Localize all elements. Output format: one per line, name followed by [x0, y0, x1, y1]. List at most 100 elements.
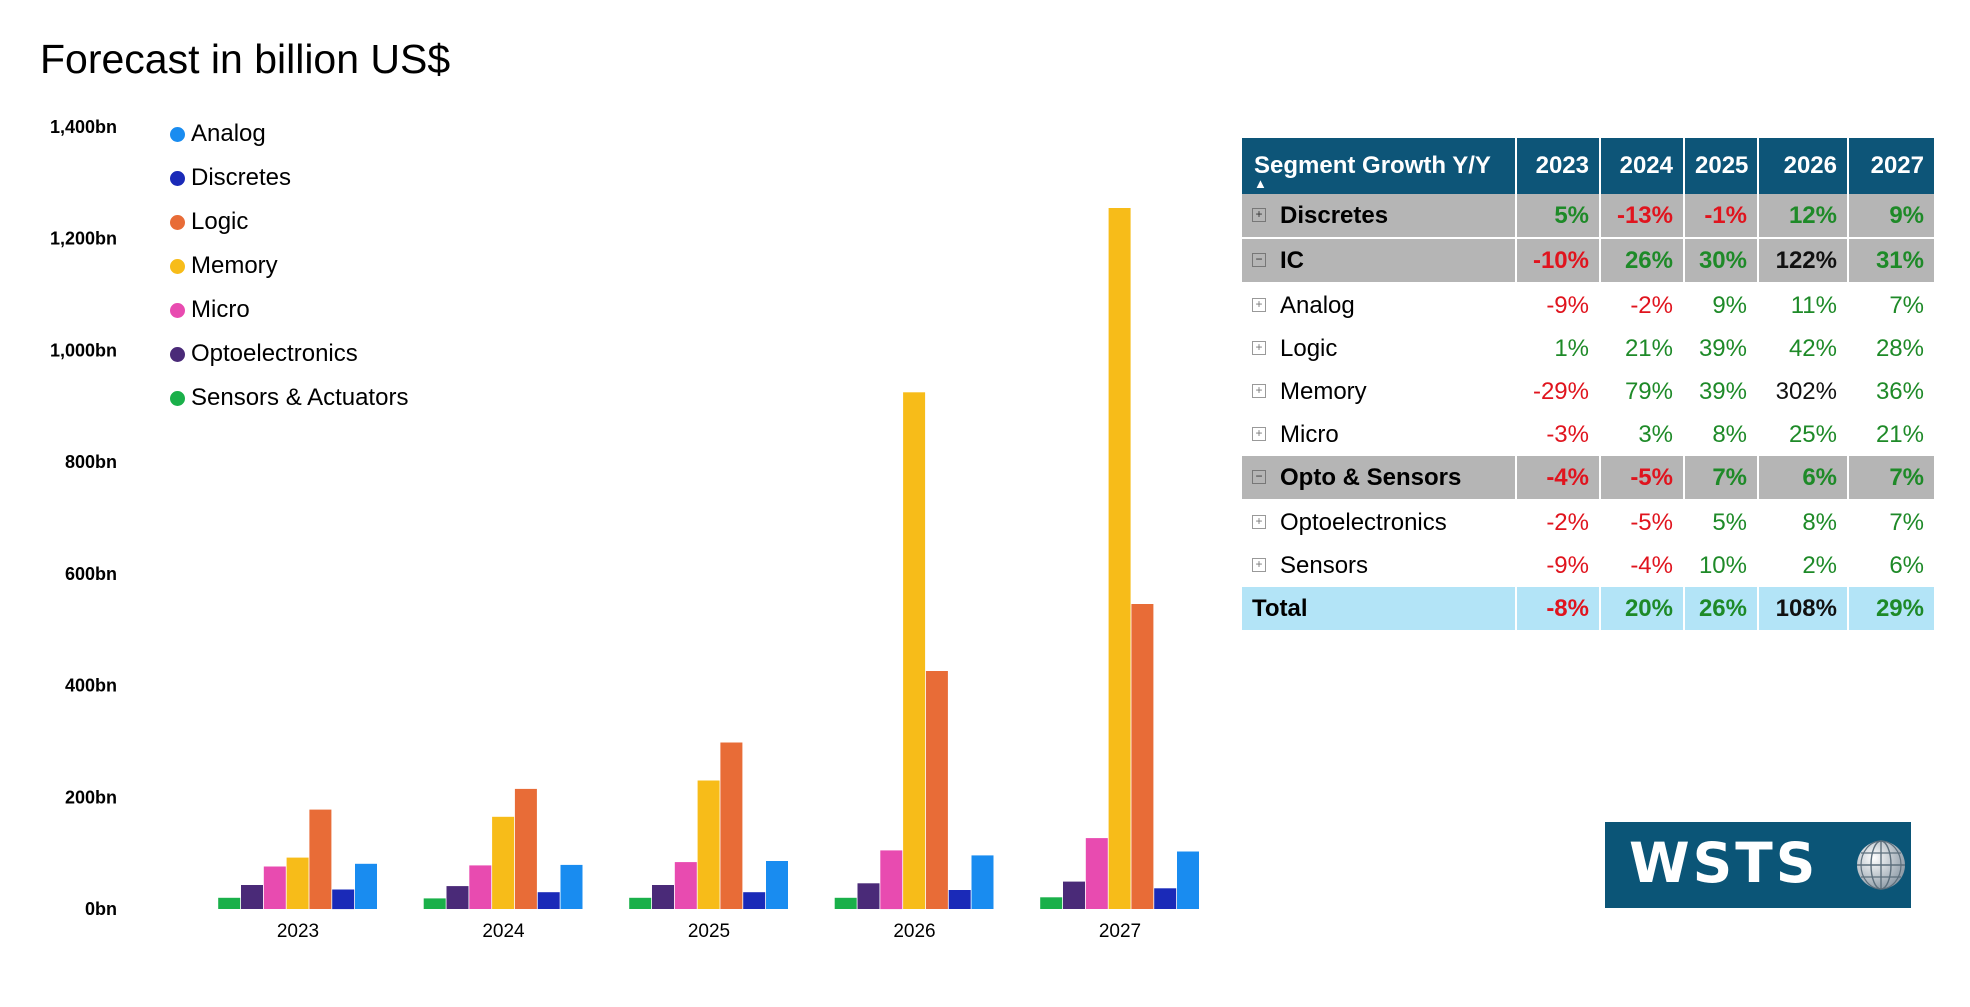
globe-icon	[1857, 840, 1905, 890]
growth-cell: 11%	[1758, 283, 1849, 327]
growth-cell: 6%	[1758, 456, 1849, 501]
year-column-header[interactable]: 2027	[1848, 138, 1934, 194]
growth-cell: 21%	[1848, 413, 1934, 456]
group-row[interactable]: − Opto & Sensors -4% -5% 7% 6% 7%	[1242, 456, 1934, 501]
bar[interactable]	[971, 855, 994, 909]
legend-item[interactable]: Sensors & Actuators	[170, 376, 408, 420]
chart-title: Forecast in billion US$	[40, 36, 451, 82]
growth-cell: 7%	[1848, 456, 1934, 501]
sort-up-icon[interactable]: ▲	[1254, 176, 1267, 191]
table-row[interactable]: + Logic 1% 21% 39% 42% 28%	[1242, 327, 1934, 370]
x-tick-label: 2027	[1099, 921, 1141, 942]
x-tick-label: 2024	[482, 921, 525, 942]
x-tick-label: 2023	[277, 921, 319, 942]
growth-cell: 302%	[1758, 370, 1849, 413]
bar[interactable]	[492, 816, 515, 909]
table-row[interactable]: + Sensors -9% -4% 10% 2% 6%	[1242, 544, 1934, 587]
growth-cell: 36%	[1848, 370, 1934, 413]
table-row[interactable]: + Micro -3% 3% 8% 25% 21%	[1242, 413, 1934, 456]
legend-item[interactable]: Analog	[170, 112, 408, 156]
segment-cell: + Optoelectronics	[1242, 500, 1517, 544]
legend-label: Optoelectronics	[191, 340, 358, 367]
legend-item[interactable]: Optoelectronics	[170, 332, 408, 376]
bar[interactable]	[560, 864, 583, 909]
bar[interactable]	[720, 742, 743, 910]
expand-icon[interactable]: +	[1252, 340, 1266, 355]
logo-wordmark: WSTS	[1629, 831, 1819, 895]
chart-legend: Analog Discretes Logic Memory Micro Optoelect…	[170, 112, 408, 420]
legend-item[interactable]: Logic	[170, 200, 408, 244]
bar[interactable]	[1177, 851, 1199, 910]
bar[interactable]	[263, 866, 286, 910]
expand-icon[interactable]: +	[1252, 207, 1266, 222]
bar[interactable]	[446, 886, 469, 909]
bar[interactable]	[1085, 838, 1108, 909]
bar[interactable]	[857, 883, 880, 909]
growth-cell: -9%	[1516, 283, 1601, 327]
segment-label: IC	[1280, 246, 1304, 274]
table-row[interactable]: + Optoelectronics -2% -5% 5% 8% 7%	[1242, 500, 1934, 544]
bar[interactable]	[948, 890, 971, 909]
bar[interactable]	[286, 857, 309, 909]
year-column-header[interactable]: 2026	[1758, 138, 1849, 194]
bar-chart: 0bn 200bn 400bn 600bn 800bn 1,000bn 1,200bn 1,4…	[50, 117, 1199, 942]
bar[interactable]	[1154, 888, 1177, 909]
expand-icon[interactable]: +	[1252, 297, 1266, 312]
bar[interactable]	[537, 892, 560, 909]
table-row[interactable]: + Memory -29% 79% 39% 302% 36%	[1242, 370, 1934, 413]
bar[interactable]	[834, 897, 857, 909]
year-column-header[interactable]: 2024	[1600, 138, 1685, 194]
collapse-icon[interactable]: −	[1252, 469, 1266, 484]
expand-icon[interactable]: +	[1252, 557, 1266, 572]
legend-item[interactable]: Memory	[170, 244, 408, 288]
bar[interactable]	[423, 898, 446, 909]
bar[interactable]	[1131, 604, 1154, 909]
bar[interactable]	[1063, 881, 1085, 909]
bar[interactable]	[903, 392, 926, 909]
legend-item[interactable]: Micro	[170, 288, 408, 332]
growth-cell: 5%	[1684, 500, 1759, 544]
bar[interactable]	[241, 885, 263, 909]
bar[interactable]	[629, 897, 652, 909]
bar[interactable]	[674, 862, 697, 909]
bar[interactable]	[925, 671, 948, 909]
bar[interactable]	[766, 861, 788, 909]
growth-cell: -10%	[1516, 238, 1601, 284]
expand-icon[interactable]: +	[1252, 383, 1266, 398]
year-column-header[interactable]: 2025	[1684, 138, 1759, 194]
growth-cell: 7%	[1848, 500, 1934, 544]
expand-icon[interactable]: +	[1252, 514, 1266, 529]
legend-swatch	[170, 302, 185, 318]
legend-label: Memory	[191, 252, 278, 279]
bar[interactable]	[514, 788, 537, 909]
group-row[interactable]: + Discretes 5% -13% -1% 12% 9%	[1242, 194, 1934, 239]
segment-cell: + Sensors	[1242, 544, 1517, 587]
segment-cell: + Micro	[1242, 413, 1517, 456]
legend-item[interactable]: Discretes	[170, 156, 408, 200]
bar[interactable]	[652, 885, 674, 909]
growth-cell: 10%	[1684, 544, 1759, 587]
bar[interactable]	[469, 865, 492, 909]
bar[interactable]	[880, 850, 903, 910]
growth-cell: 12%	[1758, 194, 1849, 239]
growth-cell: 7%	[1848, 283, 1934, 327]
segment-label: Memory	[1280, 377, 1367, 405]
collapse-icon[interactable]: −	[1252, 252, 1266, 267]
bar[interactable]	[332, 889, 355, 910]
bar[interactable]	[218, 897, 241, 909]
table-row[interactable]: + Analog -9% -2% 9% 11% 7%	[1242, 283, 1934, 327]
year-column-header[interactable]: 2023	[1516, 138, 1601, 194]
growth-cell: 29%	[1848, 587, 1934, 630]
bar[interactable]	[697, 780, 720, 910]
expand-icon[interactable]: +	[1252, 426, 1266, 441]
segment-column-header[interactable]: Segment Growth Y/Y ▲	[1242, 138, 1517, 194]
y-tick-label: 800bn	[65, 452, 117, 472]
bar[interactable]	[1108, 208, 1131, 909]
bar[interactable]	[355, 863, 377, 909]
growth-cell: 28%	[1848, 327, 1934, 370]
bar[interactable]	[309, 809, 332, 909]
group-row[interactable]: − IC -10% 26% 30% 122% 31%	[1242, 238, 1934, 284]
bar[interactable]	[1040, 897, 1063, 909]
growth-cell: 5%	[1516, 194, 1601, 239]
bar[interactable]	[743, 892, 766, 909]
